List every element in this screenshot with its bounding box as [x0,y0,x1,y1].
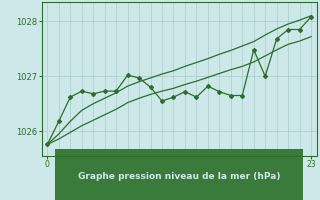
X-axis label: Graphe pression niveau de la mer (hPa): Graphe pression niveau de la mer (hPa) [78,172,280,181]
